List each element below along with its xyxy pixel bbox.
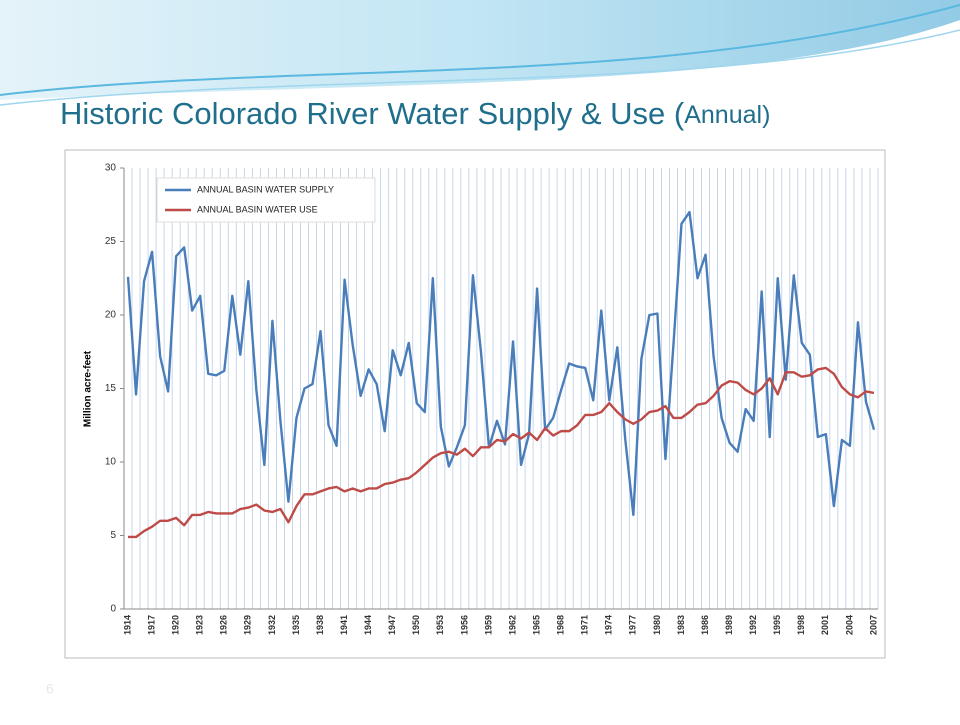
- x-tick-label: 1953: [435, 615, 445, 635]
- x-tick-label: 1914: [122, 615, 132, 635]
- data-line: [126, 210, 876, 517]
- x-tick-label: 1917: [146, 615, 156, 635]
- x-tick-label: 1956: [459, 615, 469, 635]
- x-tick-label: 1947: [387, 615, 397, 635]
- legend-label: ANNUAL BASIN WATER SUPPLY: [197, 184, 334, 194]
- legend-label: ANNUAL BASIN WATER USE: [197, 204, 318, 214]
- slide-title: Historic Colorado River Water Supply & U…: [60, 96, 770, 131]
- x-tick-label: 2001: [820, 615, 830, 635]
- x-tick-label: 1968: [556, 615, 566, 635]
- y-tick-label: 10: [105, 457, 117, 468]
- x-tick-label: 1977: [628, 615, 638, 635]
- x-tick-label: 1971: [580, 615, 590, 635]
- y-tick-label: 0: [110, 604, 116, 615]
- x-tick-label: 1998: [796, 615, 806, 635]
- title-main: Historic Colorado River Water Supply & U…: [60, 96, 685, 131]
- x-tick-label: 1986: [700, 615, 710, 635]
- legend-box: [156, 177, 376, 223]
- title-suffix: Annual): [684, 101, 770, 129]
- x-tick-label: 1983: [676, 615, 686, 635]
- y-tick-label: 15: [105, 383, 117, 394]
- y-axis-label: Million acre-feet: [83, 350, 94, 427]
- x-tick-label: 1938: [315, 615, 325, 635]
- x-tick-label: 2004: [844, 615, 854, 635]
- x-tick-label: 1929: [243, 615, 253, 635]
- x-tick-label: 1965: [531, 615, 541, 635]
- header-curve: [0, 29, 960, 106]
- x-tick-label: 1941: [339, 615, 349, 635]
- x-tick-label: 1974: [604, 615, 614, 635]
- y-tick-label: 25: [105, 236, 117, 247]
- x-tick-label: 1944: [363, 615, 373, 635]
- header-curve: [0, 4, 960, 96]
- y-tick-label: 20: [105, 310, 117, 321]
- y-tick-label: 30: [105, 163, 117, 174]
- x-tick-label: 1992: [748, 615, 758, 635]
- x-tick-label: 1980: [652, 615, 662, 635]
- header-swoosh: [0, 0, 960, 100]
- slide-number: 6: [46, 681, 54, 697]
- x-tick-label: 1995: [772, 615, 782, 635]
- x-tick-label: 1989: [724, 615, 734, 635]
- y-tick-label: 5: [110, 530, 116, 541]
- x-tick-label: 1962: [507, 615, 517, 635]
- x-tick-label: 1932: [267, 615, 277, 635]
- x-tick-label: 1950: [411, 615, 421, 635]
- x-tick-label: 1920: [171, 615, 181, 635]
- x-tick-label: 1923: [195, 615, 205, 635]
- plot: 0 5 10 15 20 25 30 1914 1917 1920 1923 1926 1929 1932…: [105, 163, 879, 635]
- x-tick-label: 1926: [219, 615, 229, 635]
- data-line: [128, 366, 875, 539]
- x-tick-label: 1959: [483, 615, 493, 635]
- x-tick-label: 2007: [868, 615, 878, 635]
- x-tick-label: 1935: [291, 615, 301, 635]
